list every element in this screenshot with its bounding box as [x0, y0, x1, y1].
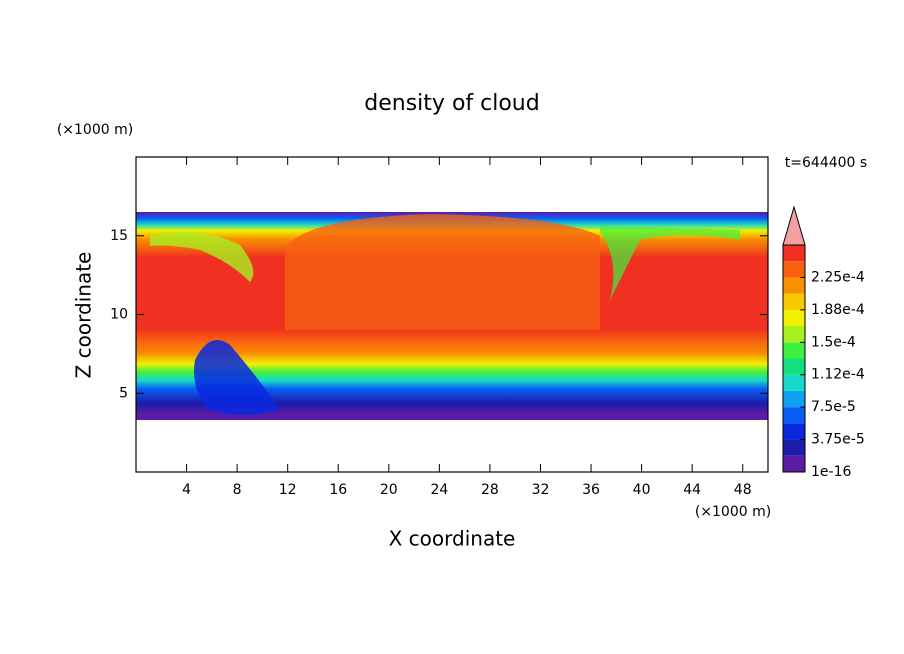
colorbar-band	[783, 423, 805, 440]
dome	[285, 214, 600, 330]
colorbar-band	[783, 455, 805, 472]
colorbar-label: 2.25e-4	[811, 269, 865, 285]
colorbar-label: 1.88e-4	[811, 302, 865, 318]
x-tick-label: 40	[633, 482, 651, 498]
x-tick-label: 4	[182, 482, 191, 498]
colorbar-label: 1.5e-4	[811, 334, 856, 350]
y-unit: (×1000 m)	[57, 122, 133, 138]
colorbar-band	[783, 326, 805, 343]
x-tick-label: 20	[380, 482, 398, 498]
chart-title: density of cloud	[364, 91, 539, 116]
x-tick-label: 48	[734, 482, 752, 498]
colorbar-band	[783, 358, 805, 375]
colorbar-band	[783, 342, 805, 359]
colorbar-band	[783, 374, 805, 391]
colorbar-label: 1e-16	[811, 464, 851, 480]
time-label: t=644400 s	[785, 155, 867, 171]
x-tick-label: 12	[279, 482, 297, 498]
y-tick-label: 10	[110, 307, 128, 323]
y-tick-label: 15	[110, 228, 128, 244]
x-tick-label: 44	[683, 482, 701, 498]
swirl	[150, 232, 254, 282]
colorbar-band	[783, 439, 805, 456]
swirl	[600, 226, 740, 300]
colorbar-band	[783, 277, 805, 294]
x-tick-label: 24	[430, 482, 448, 498]
blue-patch	[194, 340, 280, 415]
x-axis-label: X coordinate	[389, 527, 516, 551]
x-tick-label: 28	[481, 482, 499, 498]
x-tick-label: 36	[582, 482, 600, 498]
x-tick-label: 16	[329, 482, 347, 498]
field	[136, 212, 768, 420]
colorbar-band	[783, 309, 805, 327]
x-tick-label: 32	[532, 482, 550, 498]
y-tick-label: 5	[119, 385, 128, 401]
y-axis-label: Z coordinate	[72, 252, 96, 379]
x-unit: (×1000 m)	[695, 504, 771, 520]
colorbar-label: 3.75e-5	[811, 432, 865, 448]
colorbar-label: 7.5e-5	[811, 399, 856, 415]
colorbar-band	[783, 390, 805, 408]
colorbar-band	[783, 245, 805, 262]
colorbar-frame	[782, 244, 806, 473]
colorbar-band	[783, 293, 805, 310]
colorbar-band	[783, 261, 805, 278]
x-tick-label: 8	[233, 482, 242, 498]
colorbar-band	[783, 407, 805, 424]
colorbar-label: 1.12e-4	[811, 367, 865, 383]
colorbar-extension	[782, 205, 806, 246]
